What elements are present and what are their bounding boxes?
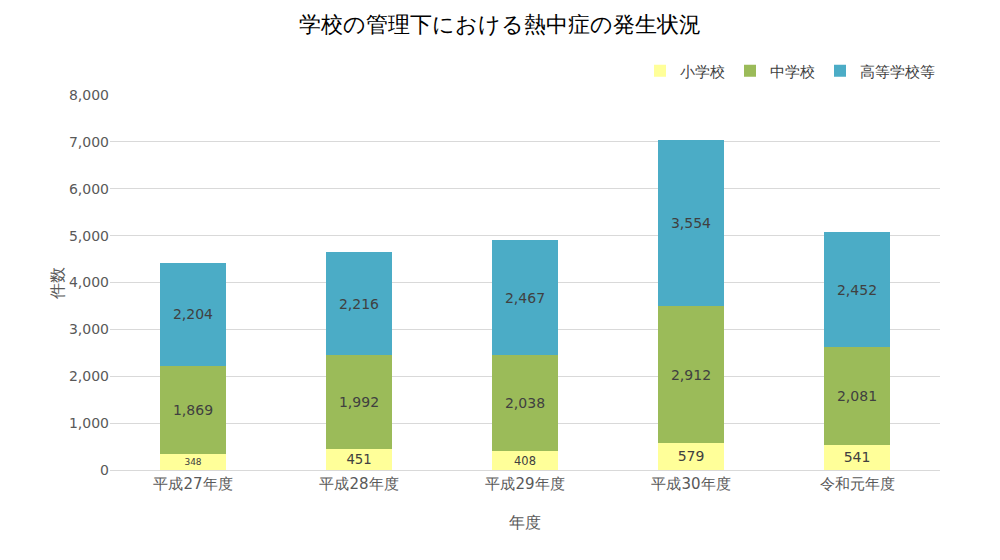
svg-text:平成29年度: 平成29年度 bbox=[485, 475, 564, 493]
svg-text:令和元年度: 令和元年度 bbox=[820, 475, 895, 493]
svg-text:348: 348 bbox=[184, 457, 201, 467]
svg-text:2,000: 2,000 bbox=[69, 368, 109, 384]
svg-text:4,000: 4,000 bbox=[69, 274, 109, 290]
svg-text:541: 541 bbox=[844, 449, 871, 465]
svg-text:2,081: 2,081 bbox=[837, 388, 877, 404]
svg-text:2,216: 2,216 bbox=[339, 296, 379, 312]
svg-text:年度: 年度 bbox=[509, 513, 541, 532]
svg-text:件数: 件数 bbox=[48, 267, 67, 299]
svg-text:平成30年度: 平成30年度 bbox=[651, 475, 730, 493]
svg-text:5,000: 5,000 bbox=[69, 228, 109, 244]
svg-text:高等学校等: 高等学校等 bbox=[860, 63, 935, 81]
svg-text:1,000: 1,000 bbox=[69, 415, 109, 431]
svg-text:451: 451 bbox=[346, 452, 371, 467]
svg-text:小学校: 小学校 bbox=[680, 63, 725, 81]
svg-text:6,000: 6,000 bbox=[69, 181, 109, 197]
svg-text:579: 579 bbox=[678, 448, 705, 464]
svg-text:2,467: 2,467 bbox=[505, 290, 545, 306]
svg-text:0: 0 bbox=[100, 462, 109, 478]
svg-text:学校の管理下における熱中症の発生状況: 学校の管理下における熱中症の発生状況 bbox=[299, 12, 701, 37]
svg-text:平成27年度: 平成27年度 bbox=[153, 475, 232, 493]
svg-text:1,869: 1,869 bbox=[173, 402, 213, 418]
svg-text:3,000: 3,000 bbox=[69, 321, 109, 337]
svg-text:2,452: 2,452 bbox=[837, 282, 877, 298]
svg-text:1,992: 1,992 bbox=[339, 394, 379, 410]
svg-text:7,000: 7,000 bbox=[69, 134, 109, 150]
svg-text:2,204: 2,204 bbox=[173, 306, 213, 322]
svg-text:平成28年度: 平成28年度 bbox=[319, 475, 398, 493]
svg-text:中学校: 中学校 bbox=[770, 63, 815, 81]
svg-text:2,912: 2,912 bbox=[671, 367, 711, 383]
svg-text:3,554: 3,554 bbox=[671, 215, 711, 231]
svg-text:2,038: 2,038 bbox=[505, 395, 545, 411]
svg-text:408: 408 bbox=[514, 454, 536, 468]
svg-text:8,000: 8,000 bbox=[69, 87, 109, 103]
